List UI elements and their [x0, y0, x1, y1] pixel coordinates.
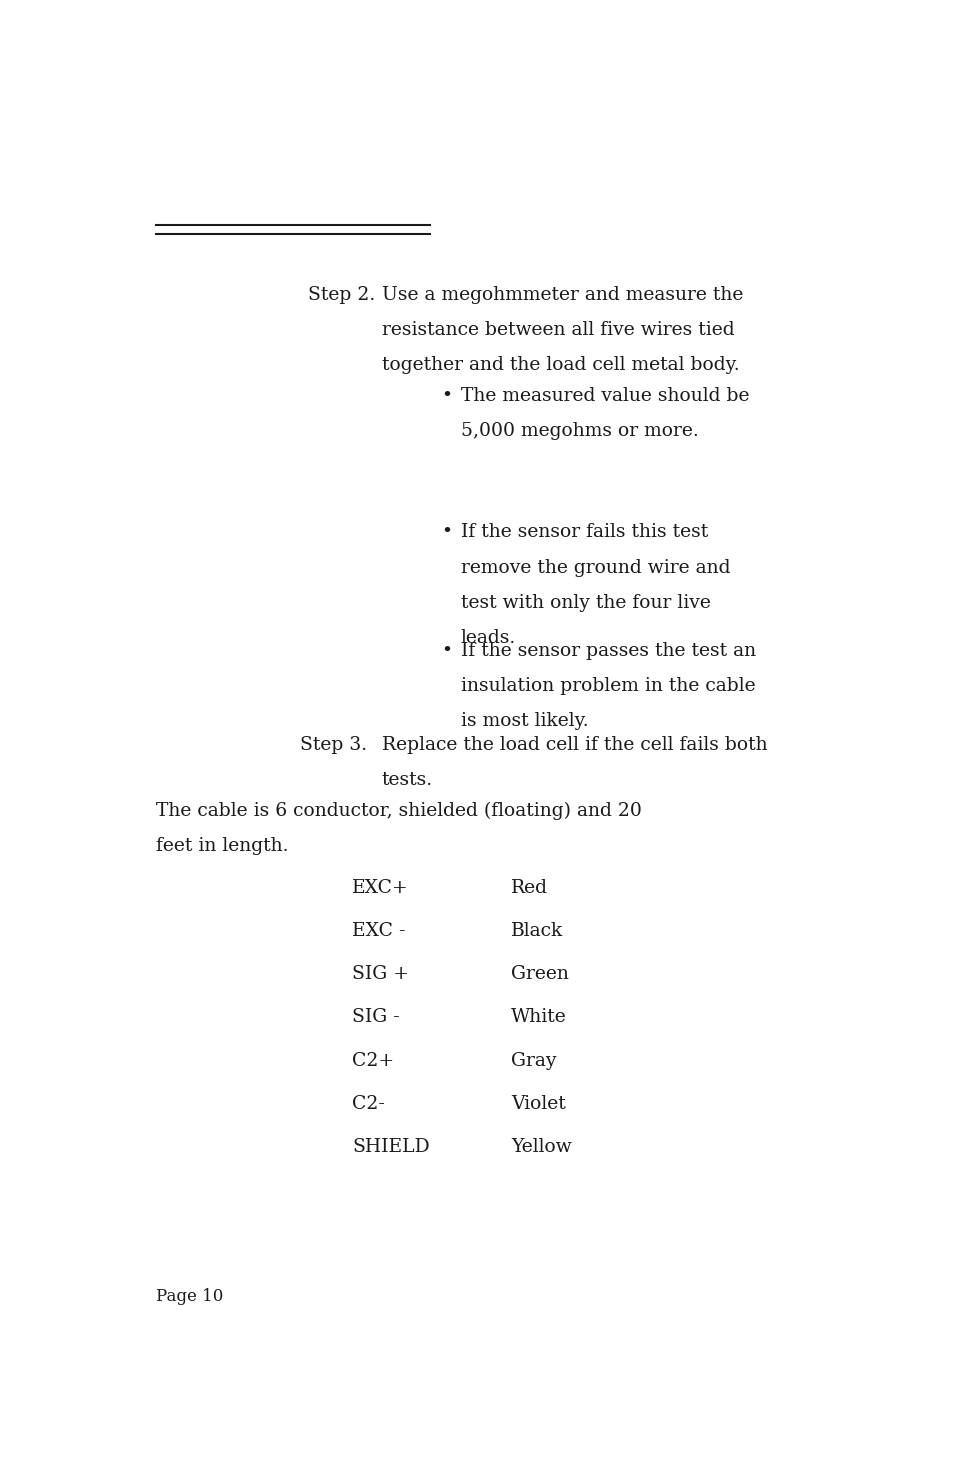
Text: SHIELD: SHIELD	[352, 1137, 430, 1156]
Text: Violet: Violet	[511, 1094, 565, 1112]
Text: White: White	[511, 1009, 566, 1027]
Text: insulation problem in the cable: insulation problem in the cable	[460, 677, 755, 695]
Text: feet in length.: feet in length.	[156, 836, 289, 856]
Text: remove the ground wire and: remove the ground wire and	[460, 559, 730, 577]
Text: Page 10: Page 10	[156, 1288, 223, 1305]
Text: EXC+: EXC+	[352, 879, 409, 897]
Text: Gray: Gray	[511, 1052, 556, 1069]
Text: Yellow: Yellow	[511, 1137, 571, 1156]
Text: C2+: C2+	[352, 1052, 394, 1069]
Text: resistance between all five wires tied: resistance between all five wires tied	[381, 322, 734, 339]
Text: Step 2.: Step 2.	[308, 286, 375, 304]
Text: If the sensor fails this test: If the sensor fails this test	[460, 524, 707, 541]
Text: together and the load cell metal body.: together and the load cell metal body.	[381, 357, 739, 375]
Text: The cable is 6 conductor, shielded (floating) and 20: The cable is 6 conductor, shielded (floa…	[156, 802, 641, 820]
Text: Black: Black	[511, 922, 563, 940]
Text: SIG +: SIG +	[352, 965, 409, 984]
Text: •: •	[440, 524, 452, 541]
Text: Step 3.: Step 3.	[300, 736, 367, 754]
Text: •: •	[440, 642, 452, 659]
Text: tests.: tests.	[381, 771, 433, 789]
Text: C2-: C2-	[352, 1094, 385, 1112]
Text: test with only the four live: test with only the four live	[460, 594, 710, 612]
Text: SIG -: SIG -	[352, 1009, 399, 1027]
Text: leads.: leads.	[460, 628, 516, 648]
Text: Replace the load cell if the cell fails both: Replace the load cell if the cell fails …	[381, 736, 766, 754]
Text: If the sensor passes the test an: If the sensor passes the test an	[460, 642, 755, 659]
Text: Red: Red	[511, 879, 548, 897]
Text: is most likely.: is most likely.	[460, 712, 588, 730]
Text: The measured value should be: The measured value should be	[460, 386, 748, 406]
Text: Use a megohmmeter and measure the: Use a megohmmeter and measure the	[381, 286, 742, 304]
Text: EXC -: EXC -	[352, 922, 405, 940]
Text: •: •	[440, 386, 452, 406]
Text: Green: Green	[511, 965, 568, 984]
Text: 5,000 megohms or more.: 5,000 megohms or more.	[460, 422, 698, 441]
